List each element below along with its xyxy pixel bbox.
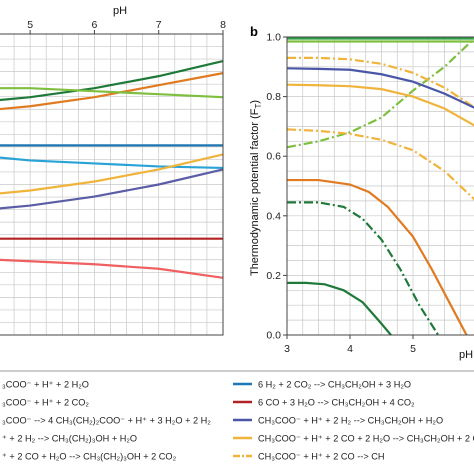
x-tick-label: 4	[347, 343, 353, 355]
y-tick-label: 0.0	[266, 330, 281, 342]
panel-b-x-axis-label: pH	[459, 349, 473, 361]
x-tick-label: 5	[410, 343, 416, 355]
legend-label: ₃COO⁻ + H⁺ + 2 H₂O	[2, 379, 89, 389]
series-line	[0, 87, 224, 99]
x-tick-label: 5	[27, 19, 33, 31]
legend-label: CH₃COO⁻ + H⁺ + 2 CO + 2 H₂O --> CH₃CH₂OH…	[258, 433, 474, 443]
panel-b-y-axis-label-sub: T	[254, 104, 263, 109]
x-tick-label: 3	[284, 343, 290, 355]
panel-a-x-axis-label: pH	[113, 5, 127, 17]
series-line	[0, 156, 224, 170]
panel-b-frame	[286, 36, 474, 336]
y-tick-label: 0.6	[266, 151, 281, 163]
panel-b-x-ticks: 3 4 5	[284, 335, 416, 355]
legend-label: 6 H₂ + 2 CO₂ --> CH₃CH₂OH + 3 H₂O	[258, 379, 411, 389]
series-line	[287, 178, 468, 336]
panel-a-lines	[0, 60, 224, 279]
series-line	[0, 153, 224, 195]
series-line	[287, 201, 440, 336]
series-line	[286, 128, 474, 201]
panel-b-y-axis-label: Thermodynamic potential factor (FT)	[249, 100, 263, 276]
series-line	[0, 168, 224, 210]
legend-label: ⁺ + 2 CO + H₂O --> CH₃(CH₂)₃OH + 2 CO₂	[2, 451, 177, 461]
panel-b: b 0.0 0.2 0.4 0.6 0.8 1.0 3 4 5 pH Thermodynami…	[249, 24, 474, 361]
legend-label: ⁺ + 2 H₂ --> CH₃(CH₂)₃OH + H₂O	[2, 433, 137, 443]
series-line	[286, 67, 474, 109]
legend-label: CH₃COO⁻ + H⁺ + 2 CO --> CH	[258, 451, 385, 461]
panel-b-letter: b	[250, 24, 258, 39]
panel-b-y-axis-label-main: Thermodynamic potential factor (F	[249, 108, 261, 276]
legend: ₃COO⁻ + H⁺ + 2 H₂O ₃COO⁻ + H⁺ + 2 CO₂ ₃COO…	[2, 379, 474, 461]
y-tick-label: 1.0	[266, 32, 281, 44]
x-tick-label: 6	[92, 19, 98, 31]
panel-b-grid	[286, 36, 474, 336]
x-tick-label: 7	[156, 19, 162, 31]
panel-a-frame	[0, 33, 224, 336]
panel-b-lines	[286, 37, 474, 336]
legend-label: ₃COO⁻ + H⁺ + 2 CO₂	[2, 397, 89, 407]
panel-b-y-axis-label-end: )	[249, 100, 261, 104]
legend-label: 6 CO + 3 H₂O --> CH₃CH₂OH + 4 CO₂	[258, 397, 415, 407]
series-line	[0, 72, 224, 111]
panel-a-x-ticks: 5 6 7 8	[27, 19, 226, 34]
series-line	[0, 258, 224, 279]
y-tick-label: 0.4	[266, 210, 281, 222]
y-tick-label: 0.2	[266, 270, 281, 282]
legend-label: CH₃COO⁻ + H⁺ + 2 H₂ --> CH₃CH₂OH + H₂O	[258, 415, 443, 425]
series-line	[286, 37, 474, 149]
series-line	[287, 281, 392, 336]
panel-a: 5 6 7 8 pH	[0, 5, 226, 336]
series-line	[0, 60, 224, 102]
y-tick-label: 0.8	[266, 91, 281, 103]
series-line	[286, 83, 474, 127]
legend-label: ₃COO⁻ --> 4 CH₃(CH₂)₂COO⁻ + H⁺ + 3 H₂O +…	[2, 415, 211, 425]
panel-b-y-ticks: 0.0 0.2 0.4 0.6 0.8 1.0	[266, 32, 287, 342]
x-tick-label: 8	[220, 19, 226, 31]
